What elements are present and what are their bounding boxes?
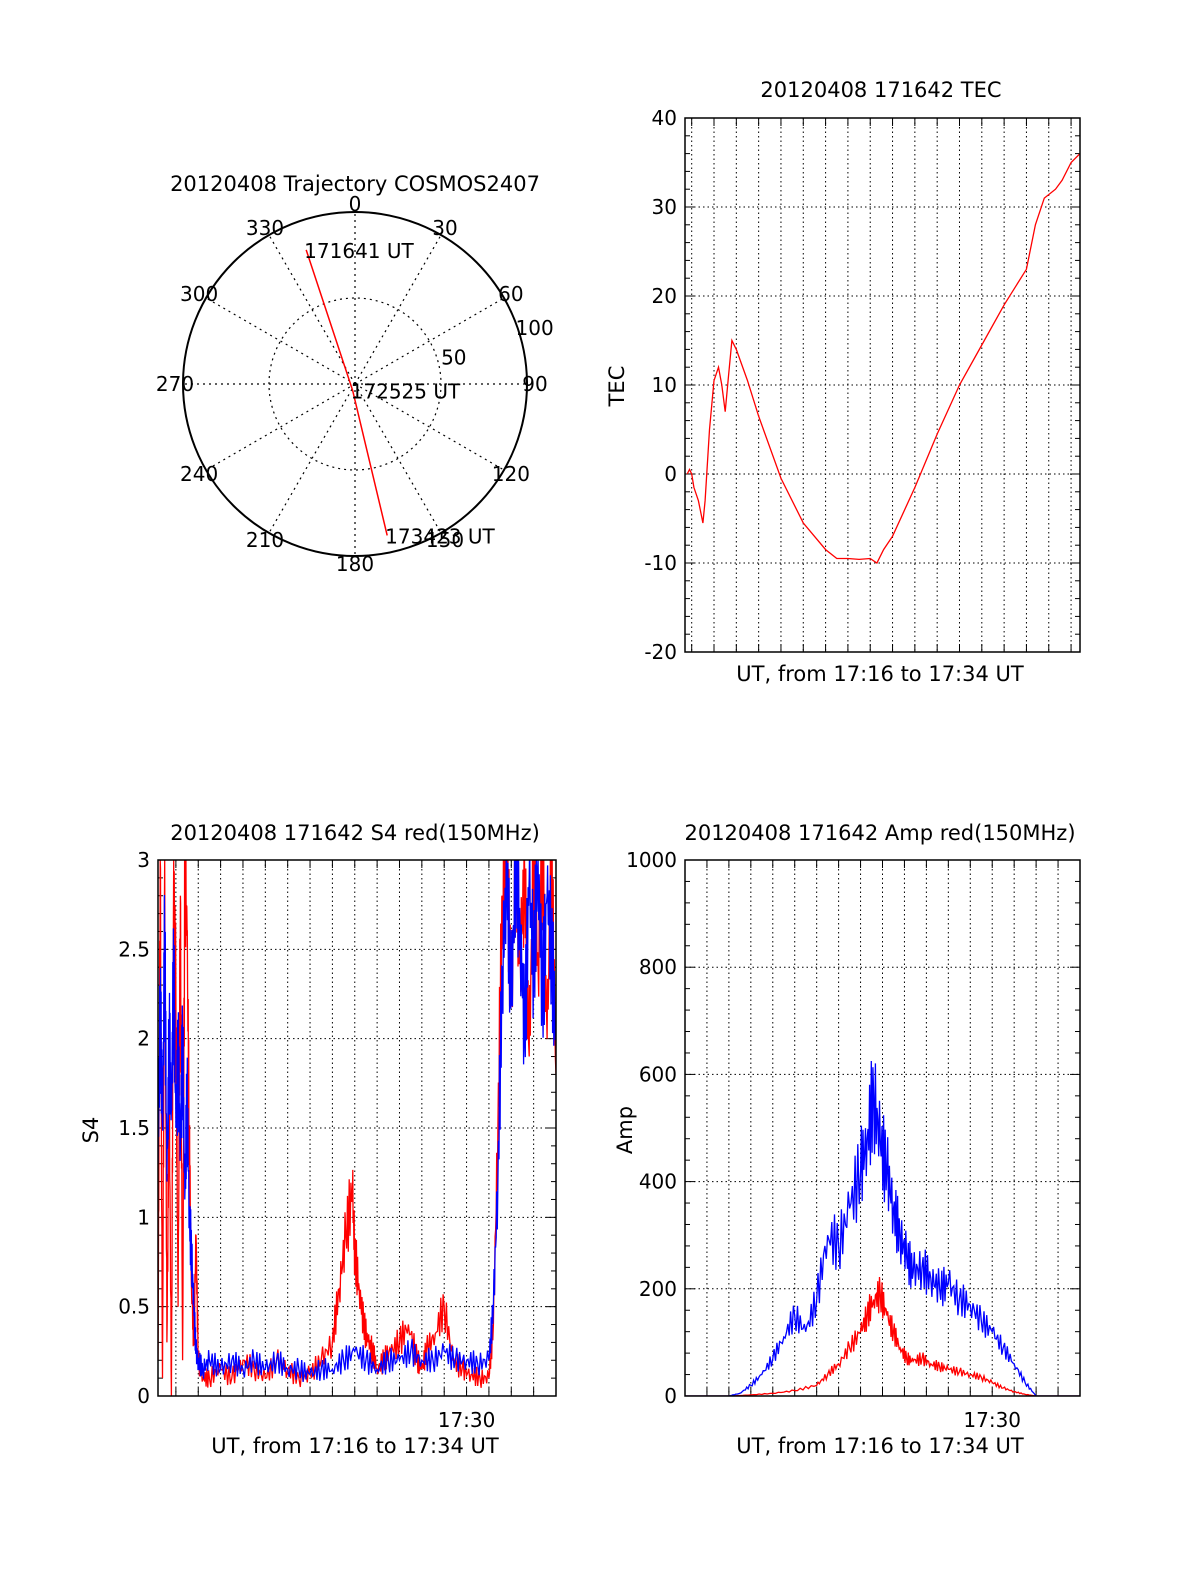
series-line-1 — [158, 860, 556, 1383]
azimuth-label-30: 30 — [432, 216, 457, 240]
azimuth-label-210: 210 — [246, 528, 284, 552]
polar-spoke-210 — [268, 383, 356, 534]
s4-plot-area: 0 0.5 1 1.5 2 2.5 3 17:30 — [118, 848, 557, 1432]
plot-frame — [157, 859, 557, 1397]
y-tick-label: 10 — [652, 373, 677, 397]
azimuth-label-330: 330 — [246, 216, 284, 240]
azimuth-label-60: 60 — [498, 282, 523, 306]
y-tick-label: 0 — [664, 462, 677, 486]
y-tick-label: 30 — [652, 195, 677, 219]
y-tick-label: 800 — [639, 955, 677, 979]
tec-ylabel: TEC — [605, 366, 629, 408]
y-tick-label: 0.5 — [118, 1295, 150, 1319]
x-tick-label: 17:30 — [438, 1408, 496, 1432]
y-tick-label: -20 — [644, 640, 677, 664]
polar-spoke-30 — [354, 234, 442, 385]
s4-xlabel: UT, from 17:16 to 17:34 UT — [211, 1434, 499, 1458]
amp-title: 20120408 171642 Amp red(150MHz) — [684, 821, 1075, 845]
series-line-0 — [685, 1276, 1080, 1396]
trajectory-title: 20120408 Trajectory COSMOS2407 — [170, 172, 540, 196]
tec-plot-area: -20 -10 0 10 20 30 40 — [644, 106, 1081, 664]
y-tick-label: 200 — [639, 1277, 677, 1301]
radial-label-50: 50 — [441, 346, 466, 370]
polar-track — [305, 249, 388, 536]
azimuth-label-90: 90 — [522, 372, 547, 396]
azimuth-label-0: 0 — [349, 192, 362, 216]
plot-frame — [684, 117, 1081, 653]
y-tick-label: 1 — [137, 1205, 150, 1229]
trajectory-polar-panel: 20120408 Trajectory COSMOS2407 0 30 60 90 12… — [156, 172, 554, 576]
y-tick-label: 1.5 — [118, 1116, 150, 1140]
y-tick-label: 2.5 — [118, 937, 150, 961]
amp-panel: 20120408 171642 Amp red(150MHz) UT, from… — [613, 821, 1081, 1458]
azimuth-label-120: 120 — [492, 462, 530, 486]
y-tick-label: -10 — [644, 551, 677, 575]
azimuth-label-180: 180 — [336, 552, 374, 576]
polar-grid — [182, 211, 528, 557]
y-tick-label: 0 — [664, 1384, 677, 1408]
tec-title: 20120408 171642 TEC — [760, 78, 1001, 102]
x-tick-label: 17:30 — [963, 1408, 1021, 1432]
polar-spoke-240 — [205, 383, 356, 471]
trajectory-time-label-0: 171641 UT — [304, 239, 414, 263]
azimuth-label-270: 270 — [156, 372, 194, 396]
s4-ylabel: S4 — [79, 1117, 103, 1144]
azimuth-label-240: 240 — [180, 462, 218, 486]
polar-spoke-120 — [354, 383, 505, 471]
azimuth-label-150: 150 — [426, 528, 464, 552]
y-tick-label: 400 — [639, 1170, 677, 1194]
y-tick-label: 40 — [652, 106, 677, 130]
polar-spoke-60 — [354, 297, 505, 385]
y-tick-label: 2 — [137, 1027, 150, 1051]
y-tick-label: 1000 — [626, 848, 677, 872]
series-line-1 — [685, 1060, 1080, 1396]
y-tick-label: 3 — [137, 848, 150, 872]
trajectory-time-label-2: 173423 UT — [385, 524, 495, 548]
amp-ylabel: Amp — [613, 1106, 637, 1154]
polar-spoke-300 — [205, 297, 356, 385]
s4-panel: 20120408 171642 S4 red(150MHz) UT, from … — [79, 821, 557, 1458]
s4-title: 20120408 171642 S4 red(150MHz) — [170, 821, 540, 845]
y-tick-label: 600 — [639, 1062, 677, 1086]
plot-frame — [684, 859, 1081, 1397]
radial-label-100: 100 — [516, 316, 554, 340]
amp-xlabel: UT, from 17:16 to 17:34 UT — [736, 1434, 1024, 1458]
polar-spoke-330 — [268, 234, 356, 385]
polar-spoke-150 — [354, 383, 442, 534]
tec-xlabel: UT, from 17:16 to 17:34 UT — [736, 662, 1024, 686]
azimuth-label-300: 300 — [180, 282, 218, 306]
series-line-0 — [158, 860, 556, 1396]
polar-outer-circle — [182, 211, 528, 557]
trajectory-track-line — [305, 249, 388, 536]
polar-labels: 0 30 60 90 120 150 180 210 240 270 300 330 50 100 1716… — [156, 192, 554, 576]
tec-panel: 20120408 171642 TEC UT, from 17:16 to 17… — [605, 78, 1081, 686]
trajectory-time-label-1: 172525 UT — [351, 379, 461, 403]
amp-plot-area: 0 200 400 600 800 1000 17:30 — [626, 848, 1081, 1432]
series-line-0 — [686, 153, 1080, 564]
y-tick-label: 20 — [652, 284, 677, 308]
y-tick-label: 0 — [137, 1384, 150, 1408]
